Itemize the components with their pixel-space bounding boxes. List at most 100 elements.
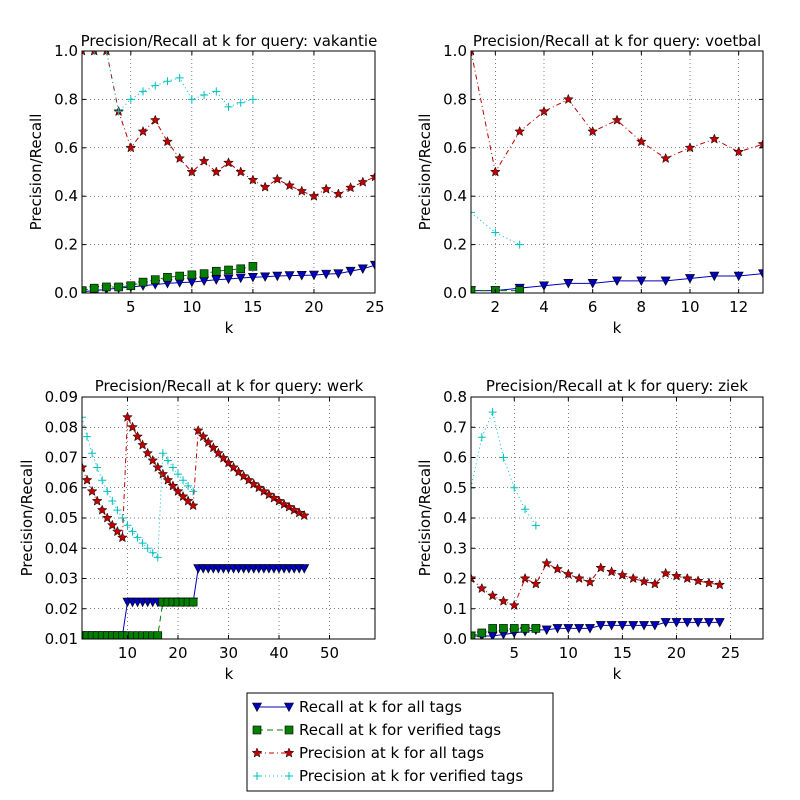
subplot-title: Precision/Recall at k for query: werk bbox=[95, 377, 364, 395]
data-point bbox=[132, 430, 143, 442]
data-point bbox=[693, 618, 704, 628]
data-point bbox=[587, 125, 599, 137]
data-point bbox=[90, 51, 99, 55]
data-point bbox=[471, 286, 476, 293]
data-point bbox=[198, 155, 210, 166]
data-point bbox=[218, 452, 229, 463]
data-point bbox=[138, 277, 148, 287]
legend-label: Recall at k for verified tags bbox=[299, 721, 501, 739]
data-point bbox=[151, 81, 160, 90]
data-point bbox=[126, 95, 135, 104]
data-point bbox=[288, 504, 300, 515]
data-point bbox=[207, 442, 219, 453]
data-point bbox=[357, 176, 369, 187]
data-point bbox=[114, 107, 123, 116]
data-point bbox=[488, 408, 497, 417]
y-tick-label: 1.0 bbox=[443, 42, 467, 60]
data-point bbox=[708, 133, 720, 144]
series bbox=[82, 51, 375, 201]
data-point bbox=[491, 228, 500, 237]
data-point bbox=[515, 240, 524, 249]
data-point bbox=[98, 476, 107, 485]
series-layer bbox=[471, 408, 726, 639]
y-tick-label: 0.4 bbox=[443, 187, 467, 205]
data-point bbox=[320, 183, 332, 194]
data-point bbox=[639, 621, 650, 631]
data-point bbox=[692, 575, 704, 586]
x-tick-label: 15 bbox=[243, 298, 262, 316]
x-tick-label: 25 bbox=[365, 298, 384, 316]
data-point bbox=[162, 136, 173, 147]
data-point bbox=[199, 269, 209, 278]
data-point bbox=[584, 576, 596, 587]
data-point bbox=[498, 595, 509, 606]
x-tick-label: 15 bbox=[613, 644, 632, 662]
data-point bbox=[167, 480, 179, 491]
data-point bbox=[612, 276, 622, 287]
data-point bbox=[519, 572, 531, 584]
data-point bbox=[595, 562, 607, 573]
data-point bbox=[508, 599, 520, 611]
data-point bbox=[212, 87, 221, 96]
data-point bbox=[541, 557, 553, 568]
legend-marker bbox=[285, 772, 293, 780]
data-point bbox=[573, 572, 585, 584]
y-tick-label: 0.8 bbox=[443, 388, 467, 406]
y-tick-label: 0.06 bbox=[45, 479, 78, 497]
data-point bbox=[142, 447, 154, 458]
data-point bbox=[125, 142, 137, 153]
data-point bbox=[253, 482, 265, 493]
data-point bbox=[139, 87, 148, 96]
x-tick-label: 20 bbox=[168, 644, 187, 662]
series bbox=[82, 411, 310, 543]
data-point bbox=[148, 548, 157, 557]
data-point bbox=[88, 449, 97, 458]
data-point bbox=[102, 282, 111, 292]
data-point bbox=[211, 266, 221, 276]
data-point bbox=[127, 421, 138, 432]
x-axis-label: k bbox=[225, 665, 234, 683]
data-point bbox=[162, 474, 174, 485]
data-point bbox=[584, 624, 595, 634]
series bbox=[471, 51, 763, 177]
data-point bbox=[233, 466, 244, 477]
data-point bbox=[153, 553, 162, 562]
data-point bbox=[509, 624, 519, 633]
data-point bbox=[476, 582, 488, 594]
data-point bbox=[606, 566, 617, 577]
y-tick-label: 0.07 bbox=[45, 449, 78, 467]
y-tick-label: 0.08 bbox=[45, 418, 78, 436]
data-point bbox=[521, 505, 530, 514]
data-point bbox=[471, 208, 475, 217]
y-tick-label: 0.04 bbox=[45, 539, 78, 557]
data-point bbox=[82, 474, 93, 485]
data-point bbox=[259, 181, 271, 192]
y-tick-label: 0.6 bbox=[443, 449, 467, 467]
data-point bbox=[177, 490, 189, 502]
data-point bbox=[299, 564, 310, 574]
data-point bbox=[660, 152, 672, 164]
data-point bbox=[617, 569, 628, 580]
series bbox=[82, 413, 198, 562]
data-point bbox=[649, 621, 660, 631]
data-point bbox=[271, 173, 283, 184]
legend-label: Recall at k for all tags bbox=[299, 698, 462, 716]
data-point bbox=[636, 276, 647, 287]
data-point bbox=[284, 271, 295, 281]
data-point bbox=[660, 618, 671, 628]
y-tick-label: 0.2 bbox=[54, 236, 78, 254]
data-point bbox=[197, 430, 209, 442]
data-point bbox=[499, 624, 508, 633]
data-point bbox=[236, 98, 245, 107]
data-point bbox=[210, 166, 222, 177]
data-point bbox=[635, 136, 647, 147]
data-point bbox=[606, 621, 617, 631]
data-point bbox=[333, 269, 344, 279]
data-point bbox=[283, 501, 295, 512]
data-point bbox=[179, 476, 188, 485]
series bbox=[82, 597, 198, 639]
y-tick-label: 0.03 bbox=[45, 570, 78, 588]
data-point bbox=[757, 138, 763, 149]
data-point bbox=[258, 485, 270, 496]
data-point bbox=[574, 624, 585, 634]
